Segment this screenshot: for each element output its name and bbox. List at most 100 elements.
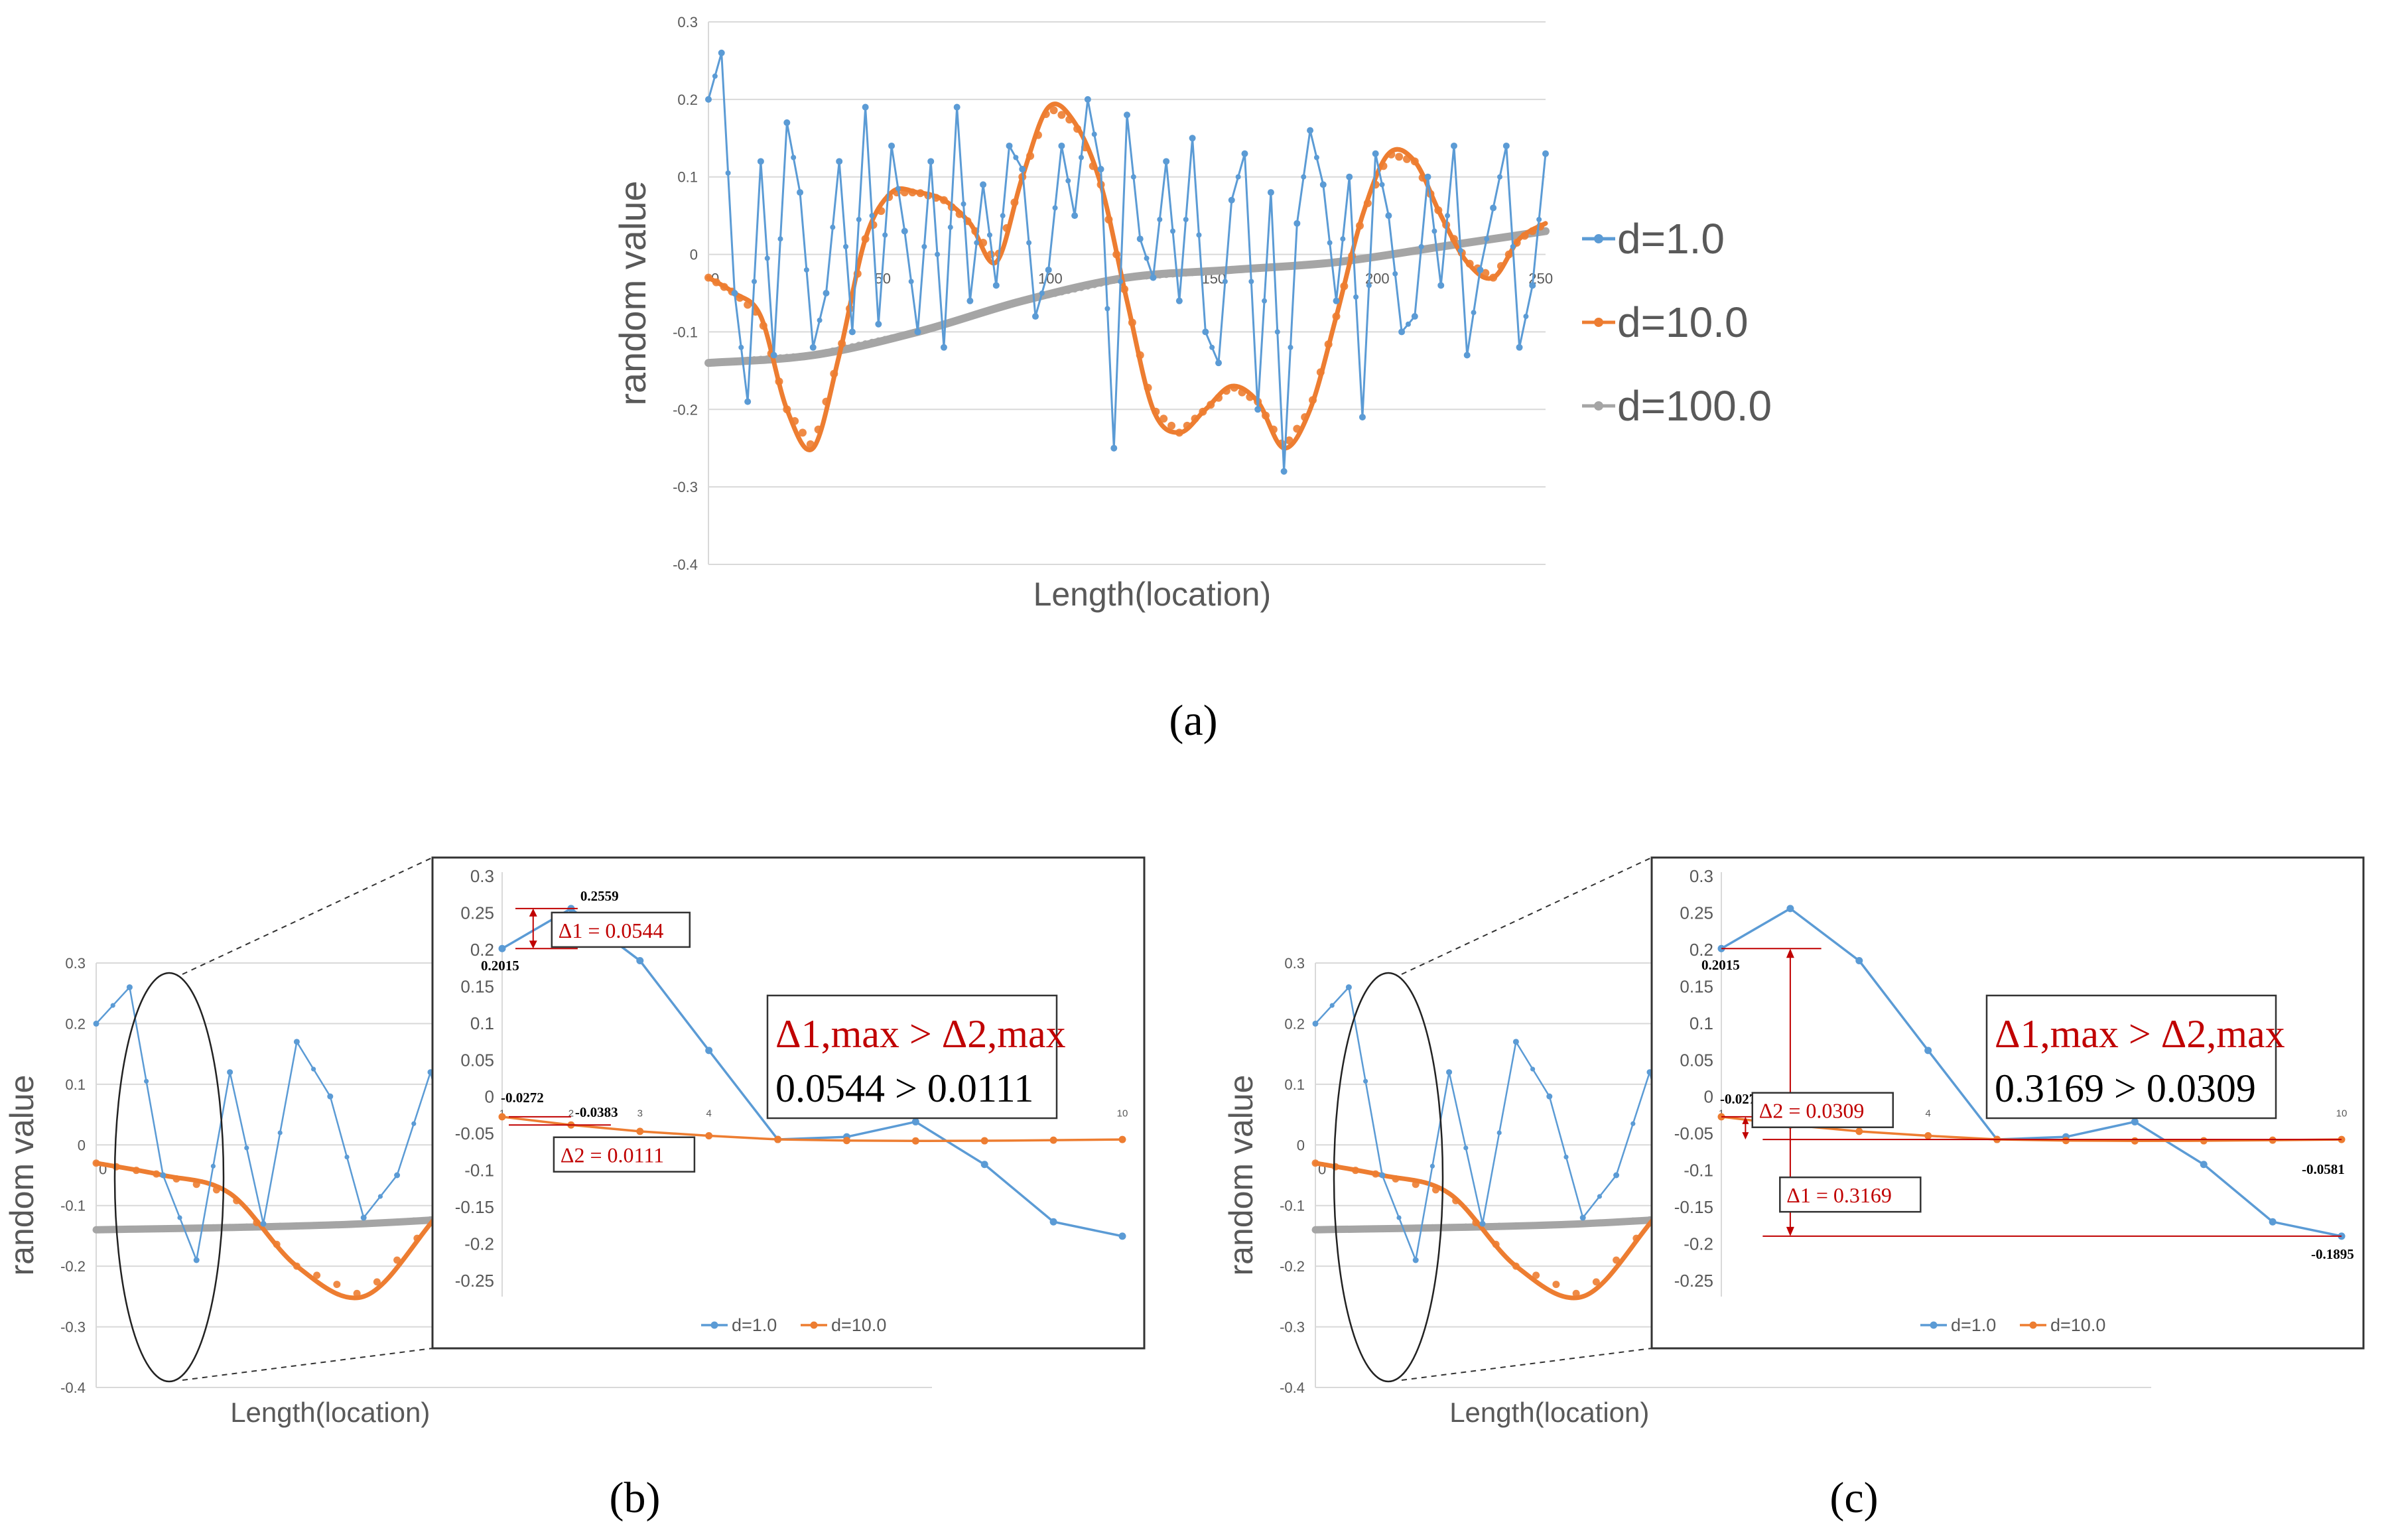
data-point-d1 (1597, 1194, 1602, 1199)
data-point-d1 (940, 344, 947, 351)
data-point-d100 (790, 353, 797, 360)
data-point-d100 (1091, 281, 1098, 289)
data-point-d1 (817, 317, 823, 323)
data-point-d100 (1300, 261, 1307, 268)
inset-legend-marker-dot (710, 1321, 718, 1329)
data-point-d1 (1301, 174, 1307, 180)
data-point-d1 (986, 232, 992, 238)
data-point-d10 (1073, 125, 1082, 133)
data-point-d100 (960, 314, 967, 322)
data-point-d10 (744, 300, 752, 309)
data-point-d100 (927, 324, 935, 332)
zoom-connector (182, 857, 433, 975)
data-point-d100 (992, 305, 1000, 312)
y-tick-label: -0.4 (1280, 1380, 1305, 1396)
y-tick-label: 0 (690, 247, 698, 263)
inset-data-point (911, 1118, 919, 1125)
data-point-d10 (1230, 383, 1238, 392)
inset-y-tick-label: 0 (485, 1087, 494, 1107)
data-point-d1 (1071, 212, 1079, 220)
data-point-d100 (705, 359, 712, 367)
data-point-d1 (1312, 1020, 1319, 1027)
data-point-d100 (809, 352, 817, 359)
data-point-d100 (1274, 263, 1281, 270)
data-point-d100 (1496, 234, 1503, 241)
y-tick-label: -0.2 (673, 401, 698, 418)
data-point-d10 (1402, 155, 1411, 163)
data-point-d100 (907, 330, 915, 337)
inset-y-tick-label: 0.15 (1680, 976, 1713, 996)
data-point-d1 (1039, 290, 1045, 296)
data-point-d10 (373, 1278, 381, 1286)
data-point-d10 (1010, 198, 1019, 207)
data-point-d1 (908, 279, 914, 285)
data-point-d100 (1630, 1217, 1636, 1224)
data-point-d1 (1313, 155, 1319, 160)
y-tick-label: -0.3 (60, 1319, 86, 1336)
data-point-d1 (1274, 329, 1280, 335)
data-point-d10 (1293, 424, 1301, 433)
data-point-d100 (1280, 263, 1288, 270)
data-point-d100 (293, 1222, 300, 1228)
data-point-d1 (1379, 182, 1385, 188)
data-point-d100 (1563, 1221, 1569, 1228)
data-point-d10 (759, 322, 767, 330)
data-point-d1 (1542, 150, 1549, 157)
data-point-d100 (921, 326, 928, 334)
data-point-d10 (1431, 1186, 1439, 1194)
data-point-d100 (1143, 273, 1150, 280)
data-point-d1 (1523, 314, 1529, 320)
data-point-d1 (1124, 111, 1130, 119)
data-point-d1 (947, 224, 953, 230)
data-point-d100 (1372, 253, 1379, 260)
data-point-d10 (861, 235, 870, 243)
data-point-d1 (843, 243, 849, 249)
y-tick-label: -0.1 (673, 324, 698, 340)
data-point-d1 (160, 1172, 166, 1179)
data-point-d1 (244, 1145, 249, 1151)
data-point-d10 (92, 1159, 100, 1167)
inset-data-point (705, 1047, 713, 1055)
y-tick-label: -0.4 (60, 1380, 86, 1396)
zoom-ellipse (113, 972, 225, 1383)
data-point-d10 (1395, 153, 1404, 161)
inset-data-point (1049, 1136, 1057, 1144)
data-point-d10 (979, 239, 988, 247)
data-point-d100 (1396, 1224, 1402, 1231)
y-tick-label: -0.2 (1280, 1258, 1305, 1275)
y-tick-label: 0.1 (677, 169, 698, 186)
data-point-d100 (1596, 1219, 1603, 1226)
data-point-d1 (193, 1257, 200, 1263)
data-point-d1 (1327, 240, 1333, 246)
data-point-d10 (1152, 407, 1160, 416)
data-point-d100 (1026, 296, 1033, 303)
data-point-d1 (848, 328, 856, 336)
data-point-d10 (720, 283, 728, 291)
data-point-d10 (212, 1186, 220, 1194)
data-point-d100 (980, 309, 987, 316)
data-point-d10 (798, 428, 807, 437)
y-tick-label: -0.2 (60, 1258, 86, 1275)
data-point-d1 (1084, 96, 1091, 103)
data-point-d100 (1378, 252, 1386, 259)
data-point-d1 (1333, 297, 1340, 304)
data-point-d10 (153, 1170, 161, 1178)
data-point-d1 (1215, 359, 1223, 367)
data-point-d100 (1379, 1225, 1386, 1232)
data-point-d10 (1311, 1159, 1319, 1167)
data-point-d100 (243, 1223, 250, 1230)
data-point-d100 (901, 331, 908, 338)
legend-label: d=100.0 (1617, 382, 1772, 430)
data-point-d1 (1288, 344, 1294, 350)
data-point-d10 (830, 369, 838, 378)
data-point-d10 (1112, 250, 1121, 259)
data-point-d1 (836, 158, 843, 165)
data-point-d1 (1411, 313, 1418, 320)
data-point-d100 (1012, 299, 1020, 306)
inset-data-point (2200, 1161, 2208, 1169)
data-point-d100 (1202, 268, 1209, 275)
data-point-d1 (1267, 189, 1274, 196)
data-point-d1 (1512, 1039, 1519, 1045)
data-point-d10 (1160, 415, 1168, 423)
